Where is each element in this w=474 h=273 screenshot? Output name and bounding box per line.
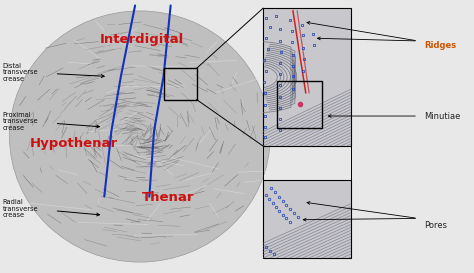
Bar xyxy=(263,180,351,258)
Bar xyxy=(277,81,322,128)
Text: Pores: Pores xyxy=(424,221,447,230)
Text: Distal
transverse
crease: Distal transverse crease xyxy=(2,63,38,82)
Text: Radial
transverse
crease: Radial transverse crease xyxy=(2,199,38,218)
Bar xyxy=(263,8,351,146)
Text: Minutiae: Minutiae xyxy=(424,112,461,120)
Text: Proximal
transverse
crease: Proximal transverse crease xyxy=(2,112,38,131)
Bar xyxy=(164,68,197,100)
Text: Ridges: Ridges xyxy=(424,41,456,49)
Text: Thenar: Thenar xyxy=(142,191,194,204)
Ellipse shape xyxy=(9,11,270,262)
Text: Hypothenar: Hypothenar xyxy=(29,137,118,150)
Text: Interdigital: Interdigital xyxy=(100,33,184,46)
